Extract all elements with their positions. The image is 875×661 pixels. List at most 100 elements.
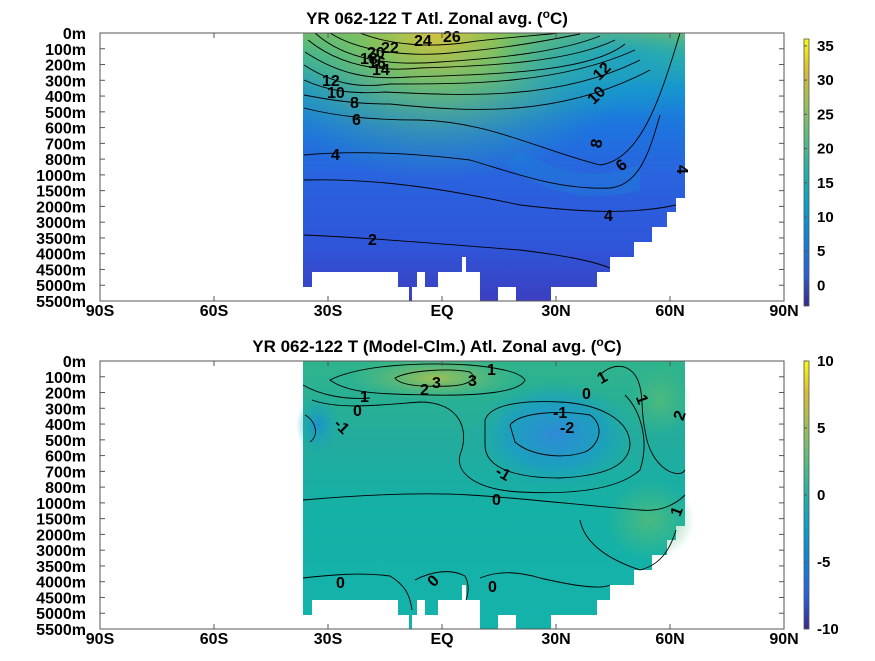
y-tick-label: 1000m: [36, 496, 86, 513]
temperature-field: [303, 33, 685, 301]
colorbar: 35 30 25 20 15 10 5 0: [803, 38, 834, 307]
chart-title: YR 062-122 T Atl. Zonal avg. (oC): [306, 7, 568, 28]
y-tick-label: 700m: [45, 464, 86, 481]
colorbar-scale: [803, 38, 810, 307]
y-tick-label: 3500m: [36, 559, 86, 576]
y-tick-label: 200m: [45, 386, 86, 403]
colorbar-tick-label: 0: [817, 277, 825, 294]
x-tick-label: 90S: [86, 631, 115, 648]
colorbar-tick-label: 30: [817, 72, 834, 89]
y-tick-label: 500m: [45, 105, 86, 122]
anomaly-contours: [302, 363, 686, 611]
contour-label: 8: [350, 95, 359, 112]
colorbar-tick-label: 5: [817, 420, 825, 437]
y-tick-label: 100m: [45, 42, 86, 59]
colorbar-ticks: 35 30 25 20 15 10 5 0: [804, 38, 834, 294]
contour-label: 20: [367, 45, 385, 62]
x-tick-label: 30S: [314, 303, 343, 320]
y-tick-label: 100m: [45, 370, 86, 387]
contour-label: 6: [352, 112, 361, 129]
y-tick-label: 5500m: [36, 622, 86, 639]
contour-label: 8: [588, 138, 606, 150]
x-tick-label: 60N: [655, 631, 684, 648]
contour-label: 10: [327, 85, 345, 102]
x-tick-label: 30N: [541, 303, 570, 320]
x-tick-label: EQ: [430, 303, 453, 320]
y-tick-label: 200m: [45, 58, 86, 75]
contour-label: -1: [553, 405, 567, 422]
y-tick-label: 4500m: [36, 590, 86, 607]
x-tick-label: EQ: [430, 631, 453, 648]
colorbar-ticks: 10 5 0 -5 -10: [804, 353, 839, 638]
y-tick-label: 3500m: [36, 231, 86, 248]
contour-label: 24: [414, 33, 432, 50]
y-tick-label: 4500m: [36, 262, 86, 279]
contour-label: 0: [353, 403, 362, 420]
colorbar-tick-label: 10: [817, 209, 834, 226]
y-tick-label: 1500m: [36, 184, 86, 201]
contour-label: -2: [560, 420, 574, 437]
contour-label: 22: [381, 40, 399, 57]
y-tick-label: 2000m: [36, 199, 86, 216]
colorbar-tick-label: -5: [817, 554, 830, 571]
temperature-contour-labels: 26 24 22 20 18 16 14 12 10 8 6 4 2 12 10…: [322, 29, 690, 249]
chart-title: YR 062-122 T (Model-Clm.) Atl. Zonal avg…: [252, 335, 621, 356]
contour-label: 0: [582, 386, 591, 403]
x-tick-label: 60N: [655, 303, 684, 320]
panel-temperature: YR 062-122 T Atl. Zonal avg. (oC): [36, 7, 834, 320]
y-tick-label: 300m: [45, 401, 86, 418]
y-tick-label: 0m: [63, 354, 86, 371]
contour-label: 2: [420, 382, 429, 399]
contour-label: 3: [432, 375, 441, 392]
colorbar-tick-label: 25: [817, 106, 834, 123]
y-tick-label: 2000m: [36, 527, 86, 544]
contour-label: 4: [604, 208, 613, 225]
colorbar-tick-label: 5: [817, 243, 825, 260]
colorbar-tick-label: 15: [817, 175, 834, 192]
colorbar-tick-label: 0: [817, 487, 825, 504]
colorbar-tick-label: 20: [817, 141, 834, 158]
contour-label: 0: [492, 492, 501, 509]
contour-label: 0: [336, 575, 345, 592]
x-tick-label: 30S: [314, 631, 343, 648]
panel-temperature-anomaly: YR 062-122 T (Model-Clm.) Atl. Zonal avg…: [36, 335, 839, 648]
x-tick-label: 30N: [541, 631, 570, 648]
contour-label: 4: [673, 165, 690, 174]
contour-label: 2: [368, 232, 377, 249]
y-tick-label: 0m: [63, 26, 86, 43]
axes: 90S 60S 30S EQ 30N 60N 90N0m100m200m300m400m50…: [36, 26, 799, 320]
contour-label: 1: [360, 389, 369, 406]
colorbar-tick-label: 35: [817, 38, 834, 55]
y-tick-label: 5500m: [36, 294, 86, 311]
y-tick-label: 800m: [45, 152, 86, 169]
contour-label: 3: [468, 373, 477, 390]
contour-label: 26: [443, 29, 461, 46]
y-tick-label: 1000m: [36, 168, 86, 185]
anomaly-field: [296, 361, 695, 629]
contour-label: 18: [360, 51, 378, 68]
y-tick-label: 600m: [45, 121, 86, 138]
y-tick-label: 400m: [45, 89, 86, 106]
y-tick-label: 1500m: [36, 512, 86, 529]
y-tick-label: 400m: [45, 417, 86, 434]
y-tick-label: 5000m: [36, 606, 86, 623]
temperature-contours: [303, 33, 681, 269]
y-tick-label: 700m: [45, 136, 86, 153]
x-tick-label: 90N: [769, 631, 798, 648]
y-tick-label: 4000m: [36, 247, 86, 264]
contour-label: 12: [322, 73, 340, 90]
contour-label: 4: [331, 147, 340, 164]
y-tick-label: 600m: [45, 449, 86, 466]
y-tick-label: 800m: [45, 480, 86, 497]
contour-label: 16: [368, 55, 386, 72]
colorbar: 10 5 0 -5 -10: [803, 353, 839, 638]
y-tick-label: 3000m: [36, 543, 86, 560]
contour-label: 0: [488, 579, 497, 596]
y-tick-label: 5000m: [36, 278, 86, 295]
x-tick-label: 60S: [200, 631, 229, 648]
y-tick-label: 3000m: [36, 215, 86, 232]
y-tick-label: 4000m: [36, 575, 86, 592]
y-tick-label: 300m: [45, 73, 86, 90]
colorbar-tick-label: 10: [817, 353, 834, 370]
